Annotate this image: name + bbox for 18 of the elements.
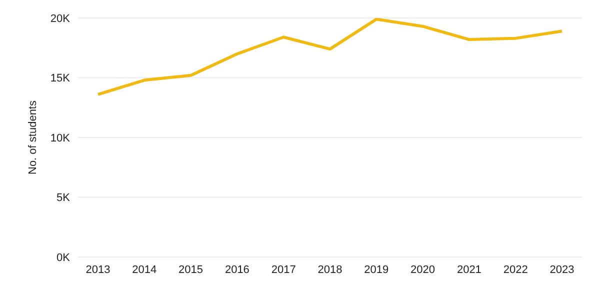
- x-tick-label: 2017: [271, 264, 296, 276]
- x-tick-label: 2019: [364, 264, 389, 276]
- x-tick-label: 2021: [456, 264, 482, 276]
- y-axis-title: No. of students: [26, 100, 39, 174]
- x-tick-label: 2014: [132, 264, 157, 276]
- x-tick-label: 2016: [224, 264, 250, 276]
- y-tick-label: 0K: [56, 252, 71, 264]
- x-tick-label: 2023: [550, 264, 574, 276]
- y-tick-label: 10K: [50, 132, 71, 144]
- x-tick-label: 2022: [503, 264, 528, 276]
- x-tick-label: 2015: [178, 264, 204, 276]
- y-tick-label: 5K: [56, 192, 71, 204]
- x-tick-label: 2013: [86, 264, 110, 276]
- y-tick-label: 20K: [50, 12, 71, 25]
- line-series: [96, 18, 564, 96]
- y-tick-label: 15K: [50, 72, 71, 85]
- x-tick-label: 2018: [318, 264, 342, 276]
- x-tick-label: 2020: [410, 264, 436, 276]
